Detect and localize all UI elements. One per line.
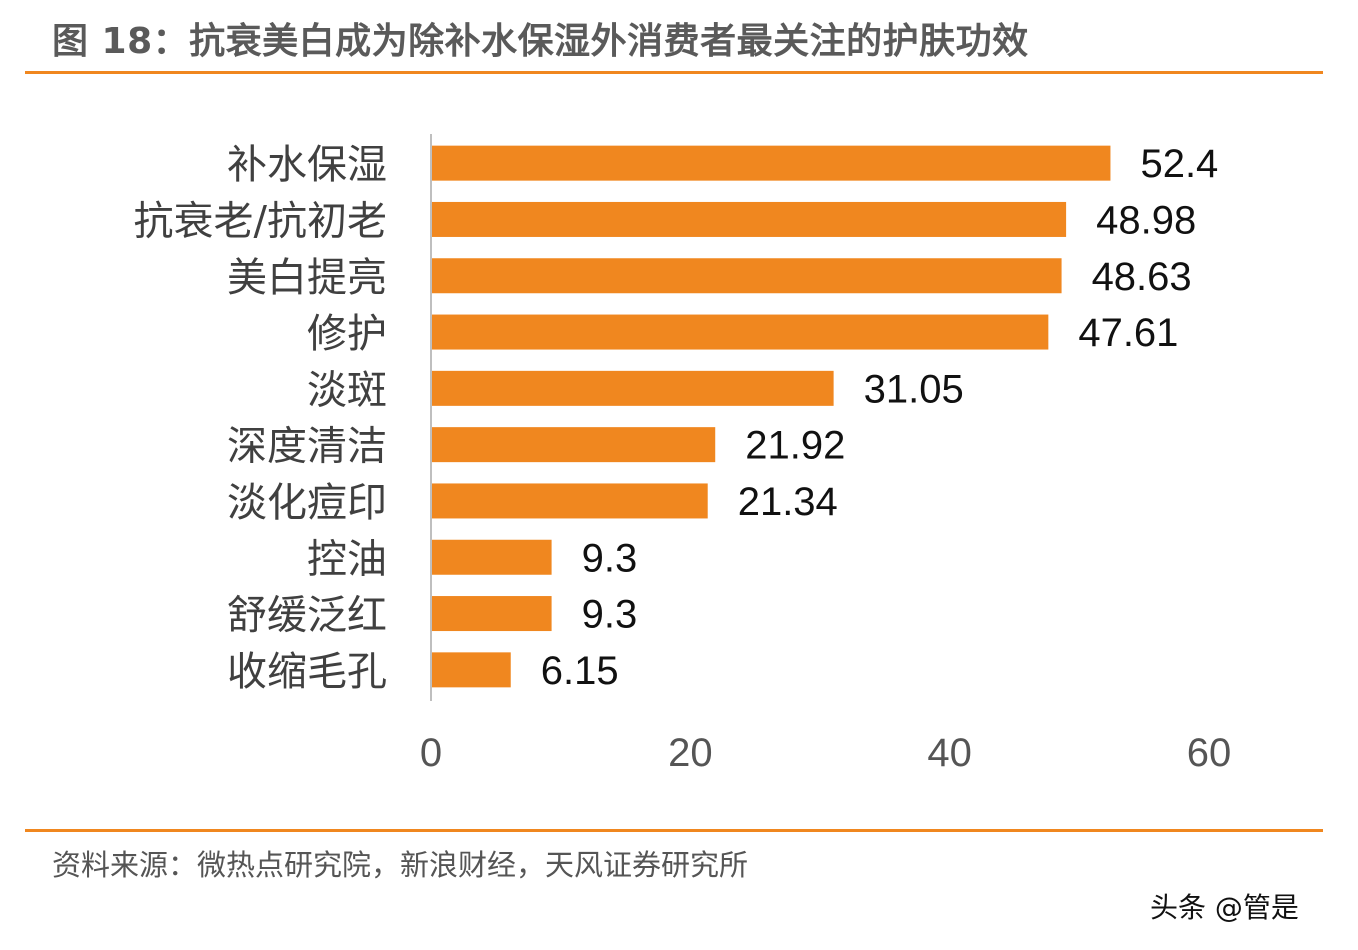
data-label: 48.63: [1092, 255, 1192, 299]
chart-title: 图 18：抗衰美白成为除补水保湿外消费者最关注的护肤功效: [52, 21, 1029, 62]
category-label: 舒缓泛红: [227, 593, 387, 639]
data-label: 52.4: [1140, 142, 1218, 186]
category-label: 补水保湿: [227, 142, 387, 188]
bar: [432, 539, 552, 575]
data-label: 31.05: [864, 367, 964, 411]
watermark-text: 头条 @管是: [1150, 891, 1299, 924]
category-label: 收缩毛孔: [227, 649, 387, 695]
bar: [432, 314, 1049, 350]
bar: [432, 370, 834, 406]
category-label: 修护: [307, 311, 387, 357]
category-label: 抗衰老/抗初老: [134, 198, 387, 244]
category-label: 美白提亮: [227, 255, 387, 301]
bar: [432, 258, 1062, 294]
bar-chart: 补水保湿 52.4 抗衰老/抗初老 48.98 美白提亮 48.63 修护 47.61 淡斑 31…: [134, 134, 1232, 775]
data-label: 6.15: [541, 649, 619, 693]
category-label: 淡斑: [307, 367, 387, 413]
category-label: 深度清洁: [227, 424, 387, 470]
source-note: 资料来源：微热点研究院，新浪财经，天风证券研究所: [52, 848, 749, 882]
data-label: 9.3: [582, 536, 638, 580]
bar: [432, 145, 1111, 181]
footer-divider: [25, 829, 1323, 832]
bar: [432, 596, 552, 632]
category-label: 淡化痘印: [227, 480, 387, 526]
x-tick-label: 20: [668, 731, 713, 775]
data-label: 47.61: [1078, 311, 1178, 355]
data-label: 48.98: [1096, 198, 1196, 242]
x-tick-label: 40: [927, 731, 972, 775]
x-tick-label: 0: [420, 731, 442, 775]
bar: [432, 652, 511, 688]
x-tick-label: 60: [1187, 731, 1232, 775]
bar: [432, 201, 1067, 237]
data-label: 9.3: [582, 593, 638, 637]
bar: [432, 483, 708, 519]
data-label: 21.34: [738, 480, 838, 524]
data-label: 21.92: [745, 424, 845, 468]
bar: [432, 427, 716, 463]
title-divider: [25, 71, 1323, 74]
category-label: 控油: [307, 536, 387, 582]
